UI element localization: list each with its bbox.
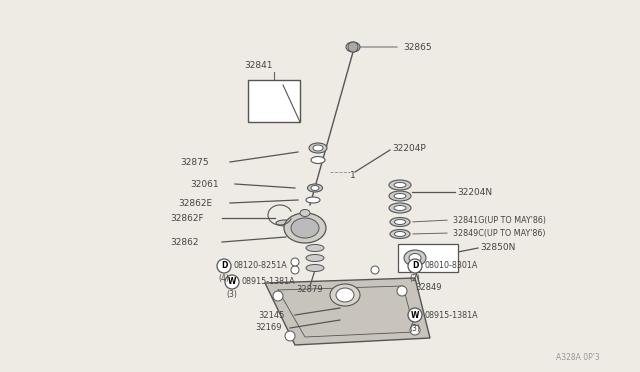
- Text: 32204P: 32204P: [392, 144, 426, 153]
- Text: A328A 0P'3: A328A 0P'3: [556, 353, 600, 362]
- Text: 32862E: 32862E: [178, 199, 212, 208]
- Circle shape: [408, 308, 422, 322]
- Ellipse shape: [389, 191, 411, 201]
- Circle shape: [397, 286, 407, 296]
- Text: W: W: [228, 278, 236, 286]
- Circle shape: [273, 291, 283, 301]
- Text: 32850N: 32850N: [480, 244, 515, 253]
- Text: 32862F: 32862F: [170, 214, 204, 222]
- Polygon shape: [265, 278, 430, 345]
- Ellipse shape: [307, 184, 323, 192]
- Ellipse shape: [389, 180, 411, 190]
- Ellipse shape: [336, 288, 354, 302]
- Ellipse shape: [394, 231, 406, 237]
- Ellipse shape: [394, 193, 406, 199]
- Circle shape: [408, 259, 422, 273]
- Text: D: D: [221, 262, 227, 270]
- Text: 1: 1: [350, 170, 356, 180]
- Text: 32875: 32875: [180, 157, 209, 167]
- Text: 32849C(UP TO MAY'86): 32849C(UP TO MAY'86): [453, 228, 545, 237]
- Text: 32841G(UP TO MAY'86): 32841G(UP TO MAY'86): [453, 215, 546, 224]
- Ellipse shape: [389, 203, 411, 213]
- Text: 32862: 32862: [170, 237, 198, 247]
- Ellipse shape: [306, 264, 324, 272]
- Ellipse shape: [404, 250, 426, 266]
- Text: 32204N: 32204N: [457, 187, 492, 196]
- Ellipse shape: [409, 253, 421, 263]
- Ellipse shape: [390, 218, 410, 227]
- Bar: [398, 244, 458, 272]
- Text: W: W: [411, 311, 419, 320]
- Circle shape: [291, 258, 299, 266]
- Text: 32841: 32841: [244, 61, 273, 70]
- Text: 32145: 32145: [258, 311, 284, 320]
- Ellipse shape: [306, 197, 320, 203]
- Circle shape: [217, 259, 231, 273]
- Circle shape: [291, 266, 299, 274]
- Ellipse shape: [330, 284, 360, 306]
- Text: (3): (3): [227, 291, 237, 299]
- Ellipse shape: [394, 219, 406, 224]
- Ellipse shape: [390, 230, 410, 238]
- Ellipse shape: [276, 220, 294, 226]
- Circle shape: [348, 42, 358, 52]
- Ellipse shape: [306, 244, 324, 251]
- Ellipse shape: [291, 218, 319, 238]
- Text: D: D: [412, 262, 418, 270]
- Text: (3): (3): [410, 324, 420, 333]
- Ellipse shape: [394, 183, 406, 187]
- Text: 32169: 32169: [255, 324, 282, 333]
- Text: 32849: 32849: [415, 283, 442, 292]
- Ellipse shape: [311, 186, 319, 190]
- Ellipse shape: [284, 213, 326, 243]
- Ellipse shape: [313, 145, 323, 151]
- Ellipse shape: [306, 254, 324, 262]
- Text: (2): (2): [410, 273, 420, 282]
- Bar: [248, 80, 300, 122]
- Text: 08010-8301A: 08010-8301A: [425, 262, 478, 270]
- Text: 08915-1381A: 08915-1381A: [425, 311, 479, 320]
- Ellipse shape: [311, 157, 325, 164]
- Text: 08120-8251A: 08120-8251A: [234, 262, 288, 270]
- Text: 32061: 32061: [190, 180, 219, 189]
- Circle shape: [225, 275, 239, 289]
- Ellipse shape: [346, 42, 360, 52]
- Text: 32865: 32865: [403, 42, 431, 51]
- Circle shape: [285, 331, 295, 341]
- Ellipse shape: [309, 143, 327, 153]
- Ellipse shape: [394, 205, 406, 211]
- Ellipse shape: [300, 209, 310, 217]
- Circle shape: [410, 325, 420, 335]
- Text: 32879: 32879: [296, 285, 323, 295]
- Circle shape: [371, 266, 379, 274]
- Text: 08915-1381A: 08915-1381A: [242, 278, 296, 286]
- Text: (4): (4): [219, 273, 229, 282]
